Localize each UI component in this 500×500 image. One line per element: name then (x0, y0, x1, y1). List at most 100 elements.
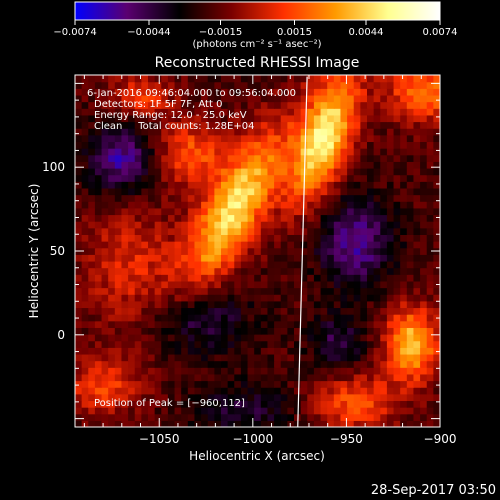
heatmap-pixel (254, 194, 262, 202)
heatmap-pixel (340, 221, 348, 229)
heatmap-pixel (181, 134, 189, 143)
heatmap-pixel (367, 234, 375, 242)
heatmap-pixel (347, 187, 355, 196)
heatmap-pixel (400, 128, 408, 136)
heatmap-pixel (94, 373, 103, 382)
heatmap-pixel (108, 121, 116, 129)
heatmap-pixel (88, 327, 96, 335)
heatmap-pixel (400, 141, 408, 149)
heatmap-pixel (353, 280, 361, 289)
heatmap-pixel (181, 247, 189, 255)
heatmap-pixel (300, 387, 308, 395)
heatmap-pixel (386, 128, 395, 136)
heatmap-pixel (214, 207, 222, 216)
heatmap-pixel (141, 267, 149, 275)
heatmap-pixel (121, 340, 129, 348)
heatmap-pixel (287, 327, 295, 335)
heatmap-pixel (400, 327, 408, 335)
heatmap-pixel (221, 161, 229, 169)
heatmap-pixel (174, 194, 182, 202)
heatmap-pixel (94, 367, 103, 375)
heatmap-pixel (347, 227, 355, 235)
heatmap-pixel (426, 108, 434, 116)
heatmap-pixel (320, 347, 328, 355)
heatmap-pixel (101, 353, 109, 362)
heatmap-pixel (347, 267, 355, 275)
heatmap-pixel (167, 241, 176, 249)
chart-title: Reconstructed RHESSI Image (155, 55, 360, 71)
heatmap-pixel (114, 81, 123, 89)
heatmap-pixel (121, 221, 129, 229)
heatmap-pixel (274, 75, 282, 83)
heatmap-pixel (367, 340, 375, 348)
heatmap-pixel (367, 221, 375, 229)
heatmap-pixel (227, 94, 235, 103)
heatmap-pixel (373, 420, 381, 427)
heatmap-pixel (433, 121, 440, 129)
heatmap-pixel (254, 161, 262, 169)
heatmap-pixel (134, 114, 142, 123)
heatmap-pixel (148, 214, 156, 222)
heatmap-pixel (260, 81, 269, 89)
heatmap-pixel (274, 274, 282, 282)
heatmap-pixel (380, 413, 388, 421)
heatmap-pixel (240, 294, 249, 302)
heatmap-pixel (333, 167, 342, 176)
heatmap-pixel (207, 148, 215, 156)
heatmap-pixel (274, 280, 282, 289)
heatmap-pixel (420, 241, 428, 249)
heatmap-pixel (187, 400, 196, 408)
heatmap-pixel (121, 181, 129, 189)
heatmap-pixel (254, 280, 262, 289)
heatmap-pixel (333, 387, 342, 395)
heatmap-pixel (108, 241, 116, 249)
heatmap-pixel (141, 128, 149, 136)
heatmap-pixel (380, 187, 388, 196)
heatmap-pixel (94, 294, 103, 302)
heatmap-pixel (260, 320, 269, 328)
heatmap-pixel (254, 241, 262, 249)
heatmap-pixel (340, 101, 348, 109)
heatmap-pixel (367, 400, 375, 408)
heatmap-pixel (81, 141, 89, 149)
heatmap-pixel (413, 300, 421, 309)
heatmap-pixel (234, 274, 242, 282)
heatmap-pixel (400, 314, 408, 322)
heatmap-pixel (154, 201, 162, 209)
heatmap-pixel (400, 274, 408, 282)
heatmap-pixel (260, 94, 269, 103)
heatmap-pixel (400, 380, 408, 388)
heatmap-pixel (148, 101, 156, 109)
heatmap-pixel (280, 101, 288, 109)
heatmap-pixel (161, 161, 169, 169)
heatmap-pixel (307, 88, 315, 96)
heatmap-pixel (114, 148, 123, 156)
heatmap-pixel (240, 108, 249, 116)
heatmap-pixel (367, 121, 375, 129)
heatmap-pixel (373, 254, 381, 262)
heatmap-pixel (307, 373, 315, 382)
heatmap-pixel (108, 300, 116, 309)
heatmap-pixel (214, 387, 222, 395)
heatmap-pixel (373, 148, 381, 156)
heatmap-pixel (393, 407, 401, 415)
heatmap-pixel (307, 353, 315, 362)
heatmap-pixel (313, 360, 322, 368)
heatmap-pixel (187, 327, 196, 335)
heatmap-pixel (327, 353, 335, 362)
heatmap-pixel (234, 260, 242, 269)
heatmap-pixel (400, 320, 408, 328)
heatmap-pixel (134, 134, 142, 143)
heatmap-pixel (340, 94, 348, 103)
heatmap-pixel (313, 94, 322, 103)
heatmap-pixel (94, 128, 103, 136)
heatmap-pixel (247, 400, 255, 408)
heatmap-pixel (373, 101, 381, 109)
heatmap-pixel (393, 234, 401, 242)
heatmap-pixel (121, 367, 129, 375)
heatmap-pixel (154, 280, 162, 289)
heatmap-pixel (373, 141, 381, 149)
heatmap-pixel (247, 88, 255, 96)
heatmap-pixel (380, 300, 388, 309)
